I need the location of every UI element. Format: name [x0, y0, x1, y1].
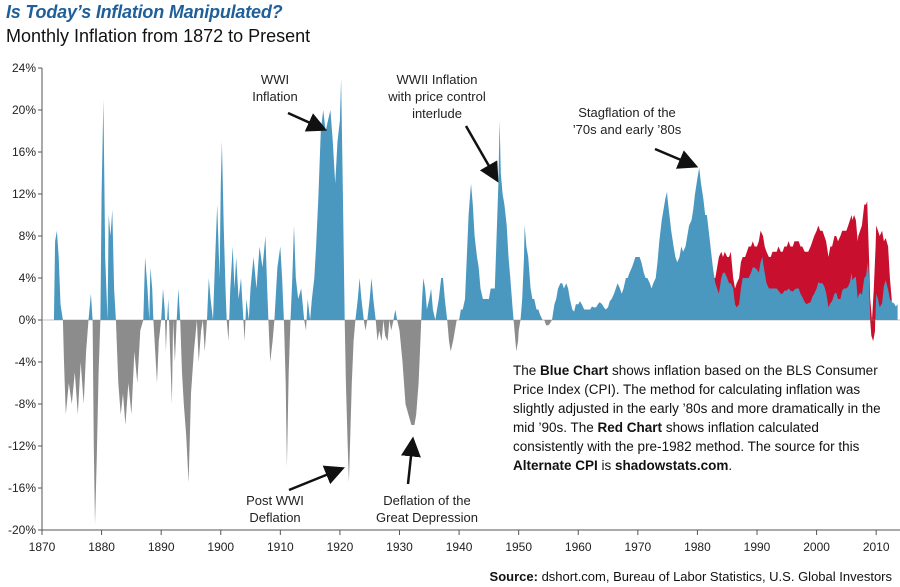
y-tick-label: 24%: [12, 61, 36, 75]
annotation-line: Stagflation of the: [578, 105, 676, 120]
annotation-arrow: [654, 147, 699, 169]
annotation-arrow: [287, 111, 328, 132]
annotation-arrow: [288, 465, 345, 492]
y-tick-label: -4%: [15, 355, 37, 369]
annotation-line: WWI: [261, 72, 289, 87]
chart-subtitle: Monthly Inflation from 1872 to Present: [6, 26, 311, 46]
x-tick-label: 1940: [446, 540, 473, 554]
annotation-arrow: [401, 436, 421, 485]
y-tick-label: -12%: [8, 439, 36, 453]
axes: [38, 67, 900, 535]
annotation-line: Deflation of the: [383, 493, 470, 508]
x-tick-label: 1920: [327, 540, 354, 554]
annotation-line: Great Depression: [376, 510, 478, 525]
y-tick-label: 16%: [12, 145, 36, 159]
chart-title: Is Today’s Inflation Manipulated?: [6, 2, 283, 22]
tick-labels: 24% 20% 16% 12% 8% 4% 0% -4% -8% -12% -16% -20% 1870…: [8, 61, 890, 554]
annotation-label: Post WWI Deflation: [246, 493, 304, 525]
annotation-label: WWII Inflation with price control interlud…: [387, 72, 486, 121]
x-tick-label: 1900: [207, 540, 234, 554]
explanation-text: The Blue Chart shows inflation based on …: [513, 361, 893, 475]
annotation-line: Inflation: [252, 89, 298, 104]
x-tick-label: 1970: [624, 540, 651, 554]
y-tick-label: 20%: [12, 103, 36, 117]
x-tick-label: 1950: [505, 540, 532, 554]
explanation-part-5: .: [728, 458, 733, 473]
x-tick-label: 1910: [267, 540, 294, 554]
y-tick-label: 8%: [19, 229, 37, 243]
series-areas: [53, 78, 898, 525]
x-tick-label: 1880: [88, 540, 115, 554]
x-tick-label: 2010: [863, 540, 890, 554]
blue-chart-label: Blue Chart: [540, 363, 609, 378]
x-tick-label: 1990: [744, 540, 771, 554]
annotation-line: with price control: [387, 89, 486, 104]
annotation-line: Deflation: [249, 510, 300, 525]
annotation-line: ’70s and early ’80s: [573, 122, 682, 137]
explanation-part-4: is: [597, 458, 616, 473]
red-chart-label: Red Chart: [597, 420, 663, 435]
annotation-line: WWII Inflation: [397, 72, 478, 87]
source-line: Source: dshort.com, Bureau of Labor Stat…: [490, 569, 892, 584]
annotation-label: Stagflation of the ’70s and early ’80s: [573, 105, 682, 137]
explanation-part-3: shows inflation calculated consistently …: [513, 420, 860, 454]
annotations: WWI Inflation WWII Inflation with price con…: [246, 72, 699, 525]
x-tick-label: 1960: [565, 540, 592, 554]
y-tick-label: -8%: [15, 397, 37, 411]
explanation-part-1: The: [513, 363, 541, 378]
x-tick-label: 2000: [803, 540, 830, 554]
x-tick-label: 1980: [684, 540, 711, 554]
y-tick-label: 4%: [19, 271, 37, 285]
y-tick-label: 0%: [19, 313, 37, 327]
y-tick-label: 12%: [12, 187, 36, 201]
source-site: shadowstats.com: [615, 458, 729, 473]
series-blue-positive-area: [53, 78, 898, 320]
annotation-line: interlude: [412, 106, 462, 121]
annotation-line: Post WWI: [246, 493, 304, 508]
alternate-cpi-label: Alternate CPI: [513, 458, 598, 473]
y-tick-label: -16%: [8, 481, 36, 495]
source-label: Source:: [489, 569, 538, 584]
annotation-label: WWI Inflation: [252, 72, 298, 104]
series-blue-negative-area: [53, 320, 898, 525]
annotation-label: Deflation of the Great Depression: [376, 493, 478, 525]
annotation-arrow: [464, 125, 499, 183]
x-tick-label: 1870: [29, 540, 56, 554]
source-text: dshort.com, Bureau of Labor Statistics, …: [537, 569, 892, 584]
x-tick-label: 1930: [386, 540, 413, 554]
x-tick-label: 1890: [148, 540, 175, 554]
y-tick-label: -20%: [8, 523, 36, 537]
series-red-negative-dip: [870, 320, 875, 341]
explanation-part-2: shows inflation based on the BLS Consume…: [513, 363, 881, 435]
